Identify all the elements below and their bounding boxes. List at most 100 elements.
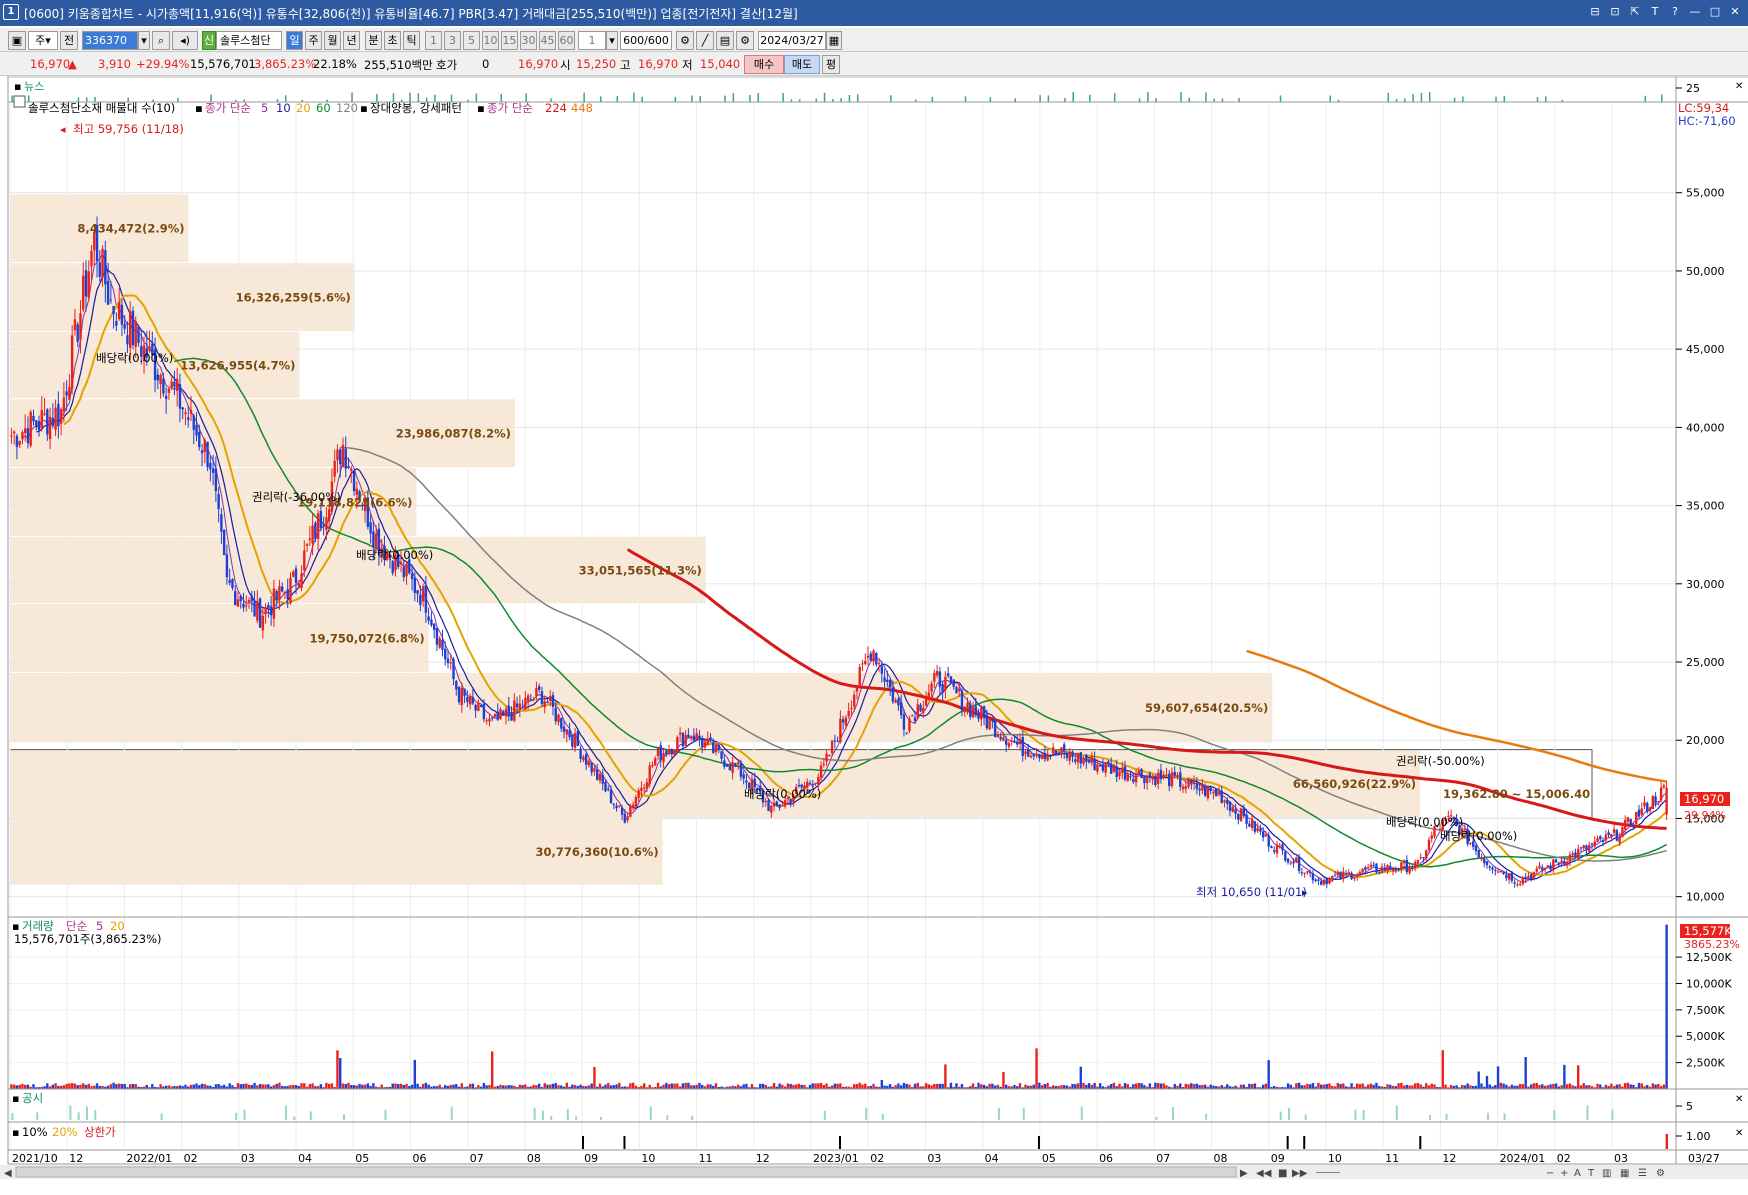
period-button-minute[interactable]: 분 (365, 31, 382, 50)
period-button-tick[interactable]: 틱 (403, 31, 420, 50)
calendar-icon[interactable]: ▦ (826, 31, 842, 50)
volume-bar (518, 1084, 522, 1089)
all-button[interactable]: 전 (60, 31, 78, 50)
candle-body (1234, 809, 1237, 814)
speaker-icon[interactable]: ◂) (172, 31, 198, 50)
volume-bar (1143, 1085, 1146, 1089)
layout-toggle-icon[interactable]: ▣ (8, 31, 26, 50)
interval-button-10[interactable]: 10 (482, 31, 499, 50)
close-button[interactable]: ✕ (1730, 5, 1740, 18)
candle-body (1366, 867, 1370, 869)
news-tick (1661, 94, 1663, 102)
code-dropdown-icon[interactable]: ▾ (138, 31, 150, 50)
layout-icon[interactable]: ⊟ (1590, 5, 1600, 18)
chart-type-icon[interactable]: ▥ (1602, 1168, 1611, 1179)
popout-icon[interactable]: ⇱ (1630, 5, 1640, 18)
limit-pane-close-icon[interactable]: ✕ (1735, 1128, 1743, 1139)
period-select[interactable]: 주▾ (28, 31, 58, 50)
volume-bar (949, 1082, 953, 1089)
candle-body (667, 749, 671, 755)
candle-body (935, 670, 939, 676)
chart-canvas[interactable]: ▪ 뉴스 25 ✕ 솔루스첨단소재 매물대 수(10) ▪ 종가 단순 5 10… (0, 76, 1748, 1195)
font-icon[interactable]: T (1651, 5, 1659, 18)
candle-body (1626, 817, 1630, 822)
candle-body (430, 619, 433, 626)
candle-body (1300, 872, 1304, 874)
scroll-left-icon[interactable]: ◀ (4, 1168, 12, 1179)
save-icon[interactable]: ▤ (716, 31, 734, 50)
rewind-icon[interactable]: ◀◀ (1256, 1168, 1272, 1179)
interval-button-60[interactable]: 60 (558, 31, 575, 50)
volume-bar (573, 1085, 577, 1089)
disclosure-bar (11, 1113, 14, 1120)
volume-bar (316, 1086, 320, 1089)
volume-bar (380, 1084, 383, 1089)
forward-icon[interactable]: ▶▶ (1292, 1168, 1308, 1179)
candle-body (596, 769, 599, 780)
disclosure-pane-close-icon[interactable]: ✕ (1735, 1094, 1743, 1105)
disclosure-bar (284, 1105, 287, 1120)
interval-input[interactable]: 1 (578, 31, 606, 50)
help-icon[interactable]: ? (1672, 5, 1678, 18)
interval-button-1[interactable]: 1 (425, 31, 442, 50)
count-input[interactable]: 600/600 (620, 31, 672, 50)
hoga-label: 호가 (436, 58, 458, 72)
settings-icon[interactable]: ⚙ (1656, 1168, 1665, 1179)
stock-code-input[interactable]: 336370 (82, 31, 138, 50)
news-tick (599, 96, 602, 102)
interval-button-3[interactable]: 3 (444, 31, 461, 50)
period-button-month[interactable]: 월 (324, 31, 341, 50)
period-button-week[interactable]: 주 (305, 31, 322, 50)
font-size-icon[interactable]: A (1574, 1168, 1581, 1179)
volume-bar (245, 1083, 248, 1089)
news-pane-close-icon[interactable]: ✕ (1735, 81, 1743, 92)
interval-button-5[interactable]: 5 (463, 31, 480, 50)
chart-area[interactable]: ▪ 뉴스 25 ✕ 솔루스첨단소재 매물대 수(10) ▪ 종가 단순 5 10… (0, 76, 1748, 1195)
minimize-button[interactable]: — (1689, 5, 1701, 18)
volume-bar (1134, 1083, 1138, 1089)
candle-body (399, 562, 403, 565)
volume-bar (551, 1083, 555, 1089)
zoom-in-icon[interactable]: + (1560, 1168, 1568, 1179)
interval-button-15[interactable]: 15 (501, 31, 518, 50)
volume-bar (499, 1084, 502, 1089)
interval-dropdown-icon[interactable]: ▾ (606, 31, 618, 50)
list-icon[interactable]: ☰ (1638, 1168, 1647, 1179)
candle-body (811, 785, 814, 787)
volume-bar (571, 1084, 574, 1089)
interval-button-45[interactable]: 45 (539, 31, 556, 50)
settings-icon[interactable]: ⚙ (736, 31, 754, 50)
evaluate-button[interactable]: 평 (822, 55, 840, 74)
maximize-button[interactable]: □ (1709, 5, 1721, 18)
drawing-icon[interactable]: ╱ (696, 31, 714, 50)
text-tool-icon[interactable]: T (1587, 1168, 1595, 1179)
search-icon[interactable]: ⌕ (152, 31, 170, 50)
candle-body (385, 552, 389, 560)
candle-body (673, 750, 676, 755)
chart-scrollbar[interactable]: ◀ ▶ ◀◀ ■ ▶▶ ┄┄┄┄ − + A T ▥ ▦ ☰ ⚙ (0, 1165, 1748, 1179)
candle-body (1275, 844, 1279, 854)
interval-button-30[interactable]: 30 (520, 31, 537, 50)
candle-body (37, 421, 41, 431)
stop-icon[interactable]: ■ (1278, 1168, 1287, 1179)
period-button-year[interactable]: 년 (343, 31, 360, 50)
period-button-second[interactable]: 초 (384, 31, 401, 50)
restore-icon[interactable]: ⊡ (1610, 5, 1620, 18)
zoom-track-icon[interactable]: ┄┄┄┄ (1316, 1168, 1340, 1179)
sell-button[interactable]: 매도 (784, 55, 820, 74)
zoom-out-icon[interactable]: − (1546, 1168, 1554, 1179)
scroll-thumb[interactable] (15, 1166, 1237, 1178)
indicator-icon[interactable]: ⚙ (676, 31, 694, 50)
volume-bar (217, 1084, 220, 1089)
candle-body (927, 692, 931, 700)
candle-body (1071, 751, 1074, 758)
volume-bar (1665, 924, 1668, 1089)
grid-icon[interactable]: ▦ (1620, 1168, 1629, 1179)
buy-button[interactable]: 매수 (744, 55, 784, 74)
period-button-day[interactable]: 일 (286, 31, 303, 50)
volume-bar (1458, 1087, 1461, 1089)
disclosure-bar (1155, 1116, 1158, 1120)
scroll-right-icon[interactable]: ▶ (1240, 1168, 1248, 1179)
date-input[interactable]: 2024/03/27 (758, 31, 826, 50)
news-tick (931, 96, 934, 102)
